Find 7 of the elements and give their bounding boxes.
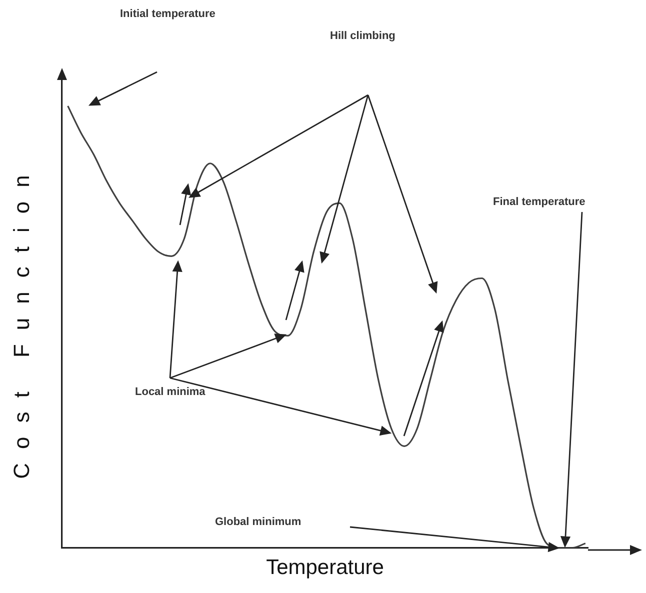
annotation: Global minimum: [215, 516, 302, 528]
text: Initial temperature: [120, 8, 216, 20]
annotation: Final temperature: [493, 196, 586, 208]
y-axis-title: Cost Function: [9, 161, 35, 479]
annotation: Local minima: [135, 386, 206, 398]
text: Hill climbing: [330, 30, 396, 42]
x-axis-title: Temperature: [266, 556, 384, 580]
